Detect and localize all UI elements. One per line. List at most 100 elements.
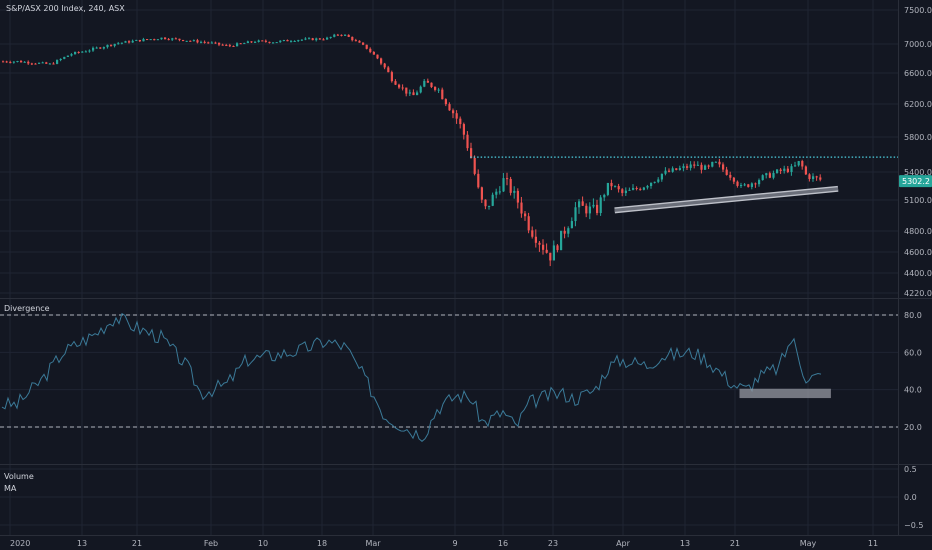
candle-body[interactable] (135, 39, 138, 41)
candle-body[interactable] (610, 182, 613, 187)
candle-body[interactable] (552, 245, 555, 261)
candle-body[interactable] (588, 206, 591, 214)
candle-body[interactable] (700, 164, 703, 170)
candle-body[interactable] (426, 80, 429, 83)
oscillator-pane[interactable] (0, 312, 898, 442)
candle-body[interactable] (290, 41, 293, 43)
candle-body[interactable] (516, 190, 519, 203)
candle-body[interactable] (765, 173, 768, 176)
candle-body[interactable] (498, 191, 501, 193)
candle-body[interactable] (758, 180, 761, 185)
candle-body[interactable] (570, 221, 573, 229)
candle-body[interactable] (614, 186, 617, 188)
candle-body[interactable] (196, 40, 199, 43)
candle-body[interactable] (264, 40, 267, 42)
candle-body[interactable] (452, 110, 455, 114)
candle-body[interactable] (480, 187, 483, 200)
candle-body[interactable] (74, 51, 77, 55)
candle-body[interactable] (563, 230, 566, 234)
candle-body[interactable] (164, 37, 167, 40)
candle-body[interactable] (520, 202, 523, 214)
candle-body[interactable] (365, 44, 368, 49)
candle-body[interactable] (599, 197, 602, 214)
candle-body[interactable] (560, 230, 563, 251)
candle-body[interactable] (754, 183, 757, 185)
candle-body[interactable] (668, 170, 671, 172)
candle-body[interactable] (693, 164, 696, 166)
candle-body[interactable] (653, 181, 656, 183)
candle-body[interactable] (131, 40, 134, 43)
candle-body[interactable] (344, 34, 347, 36)
candle-body[interactable] (401, 87, 404, 89)
candle-body[interactable] (545, 249, 548, 253)
candle-body[interactable] (819, 177, 822, 180)
candle-body[interactable] (660, 173, 663, 180)
candle-body[interactable] (124, 41, 127, 43)
candle-body[interactable] (362, 42, 365, 45)
candle-body[interactable] (642, 187, 645, 190)
candle-body[interactable] (578, 201, 581, 208)
candle-body[interactable] (624, 190, 627, 194)
candle-body[interactable] (207, 42, 210, 44)
candle-body[interactable] (732, 177, 735, 182)
price-pane[interactable]: 5302.2 (2, 33, 932, 267)
candle-body[interactable] (729, 174, 732, 178)
candle-body[interactable] (300, 39, 303, 41)
candle-body[interactable] (171, 38, 174, 40)
candle-body[interactable] (228, 45, 231, 47)
candle-body[interactable] (808, 174, 811, 179)
candle-body[interactable] (372, 51, 375, 55)
candle-body[interactable] (628, 189, 631, 191)
candle-body[interactable] (714, 161, 717, 163)
candle-body[interactable] (707, 165, 710, 167)
candle-body[interactable] (506, 178, 509, 180)
candle-body[interactable] (232, 45, 235, 47)
candle-body[interactable] (275, 42, 278, 44)
candle-body[interactable] (225, 45, 228, 47)
candle-body[interactable] (77, 51, 80, 53)
candle-body[interactable] (311, 38, 314, 41)
candle-body[interactable] (549, 252, 552, 261)
candle-body[interactable] (218, 42, 221, 45)
candle-body[interactable] (138, 39, 141, 42)
candle-body[interactable] (722, 164, 725, 170)
candle-body[interactable] (358, 40, 361, 43)
candle-body[interactable] (261, 40, 264, 42)
candle-body[interactable] (650, 182, 653, 187)
candle-body[interactable] (704, 165, 707, 170)
candle-body[interactable] (214, 42, 217, 44)
candle-body[interactable] (686, 166, 689, 168)
candle-body[interactable] (747, 184, 750, 187)
candle-body[interactable] (473, 157, 476, 174)
candle-body[interactable] (189, 40, 192, 42)
candle-body[interactable] (750, 183, 753, 187)
candle-body[interactable] (156, 39, 159, 41)
candle-body[interactable] (632, 188, 635, 190)
candle-body[interactable] (646, 186, 649, 188)
candle-body[interactable] (48, 63, 51, 65)
candle-body[interactable] (524, 213, 527, 217)
candle-body[interactable] (178, 38, 181, 40)
candle-body[interactable] (761, 175, 764, 181)
candle-body[interactable] (318, 38, 321, 40)
candle-body[interactable] (801, 161, 804, 167)
candle-body[interactable] (192, 40, 195, 42)
candle-body[interactable] (581, 201, 584, 206)
candle-body[interactable] (617, 186, 620, 190)
candle-body[interactable] (786, 168, 789, 173)
candle-body[interactable] (167, 39, 170, 41)
candle-body[interactable] (239, 43, 242, 45)
candle-body[interactable] (430, 82, 433, 88)
candle-body[interactable] (689, 164, 692, 168)
candle-body[interactable] (120, 42, 123, 44)
candle-body[interactable] (671, 168, 674, 172)
candle-body[interactable] (459, 118, 462, 125)
candle-body[interactable] (502, 178, 505, 192)
candle-body[interactable] (81, 51, 84, 53)
candle-body[interactable] (146, 39, 149, 41)
candle-body[interactable] (664, 170, 667, 174)
candle-body[interactable] (736, 181, 739, 186)
candle-body[interactable] (621, 189, 624, 194)
candle-body[interactable] (405, 87, 408, 94)
candle-body[interactable] (279, 40, 282, 43)
